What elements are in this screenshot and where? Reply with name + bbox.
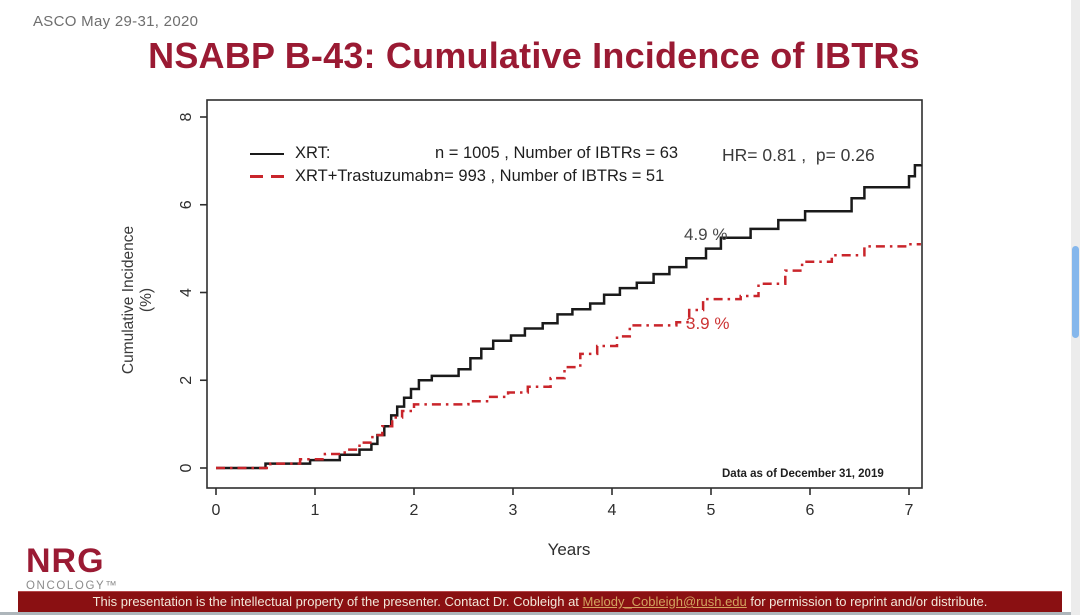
svg-text:5: 5 <box>707 502 716 519</box>
footer-text-post: for permission to reprint and/or distrib… <box>746 594 988 609</box>
conference-date: ASCO May 29-31, 2020 <box>33 13 199 30</box>
nrg-logo-text: NRG <box>26 542 105 580</box>
svg-text:6: 6 <box>178 200 195 209</box>
data-cutoff-note: Data as of December 31, 2019 <box>722 468 884 480</box>
nrg-logo-subtext: ONCOLOGY™ <box>26 580 119 592</box>
svg-text:3: 3 <box>509 502 518 519</box>
svg-text:4: 4 <box>178 288 195 297</box>
svg-text:6: 6 <box>806 502 815 519</box>
legend-line-xrt-trastuzumab <box>250 175 284 178</box>
y-axis-label: Cumulative Incidence (%) <box>120 225 155 375</box>
slide-title: NSABP B-43: Cumulative Incidence of IBTR… <box>148 35 920 76</box>
svg-text:4: 4 <box>608 502 617 519</box>
scrollbar-thumb[interactable] <box>1072 246 1079 338</box>
legend-row-xrt: XRT: n = 1005 , Number of IBTRs = 63 <box>250 142 678 165</box>
legend-stats-xrt-trastuzumab: n= 993 , Number of IBTRs = 51 <box>435 167 665 185</box>
legend-label-xrt-trastuzumab: XRT+Trastuzumab: <box>295 167 438 185</box>
footer-text-pre: This presentation is the intellectual pr… <box>92 594 583 609</box>
legend-stats-xrt: n = 1005 , Number of IBTRs = 63 <box>435 144 679 162</box>
email-link[interactable]: Melody_Cobleigh@rush.edu <box>582 594 747 609</box>
legend-row-xrt-trastuzumab: XRT+Trastuzumab: n= 993 , Number of IBTR… <box>250 165 678 188</box>
annotation-trastuzumab-rate: 3.9 % <box>686 314 730 333</box>
footer-bar: This presentation is the intellectual pr… <box>18 591 1062 613</box>
legend-line-xrt <box>250 152 284 155</box>
legend-label-xrt: XRT: <box>295 144 331 162</box>
svg-text:8: 8 <box>178 112 195 121</box>
svg-text:2: 2 <box>410 502 419 519</box>
svg-text:0: 0 <box>212 502 221 519</box>
svg-text:2: 2 <box>178 376 195 385</box>
x-axis-label: Years <box>547 540 591 559</box>
svg-text:7: 7 <box>905 502 914 519</box>
bottom-edge-divider <box>0 612 1080 615</box>
svg-text:0: 0 <box>178 463 195 472</box>
legend: XRT: n = 1005 , Number of IBTRs = 63 XRT… <box>250 142 678 188</box>
hazard-ratio-pvalue: HR= 0.81 , p= 0.26 <box>722 145 875 165</box>
nrg-oncology-logo: NRG ONCOLOGY™ <box>26 544 118 593</box>
svg-text:1: 1 <box>311 502 320 519</box>
annotation-xrt-rate: 4.9 % <box>684 225 728 244</box>
